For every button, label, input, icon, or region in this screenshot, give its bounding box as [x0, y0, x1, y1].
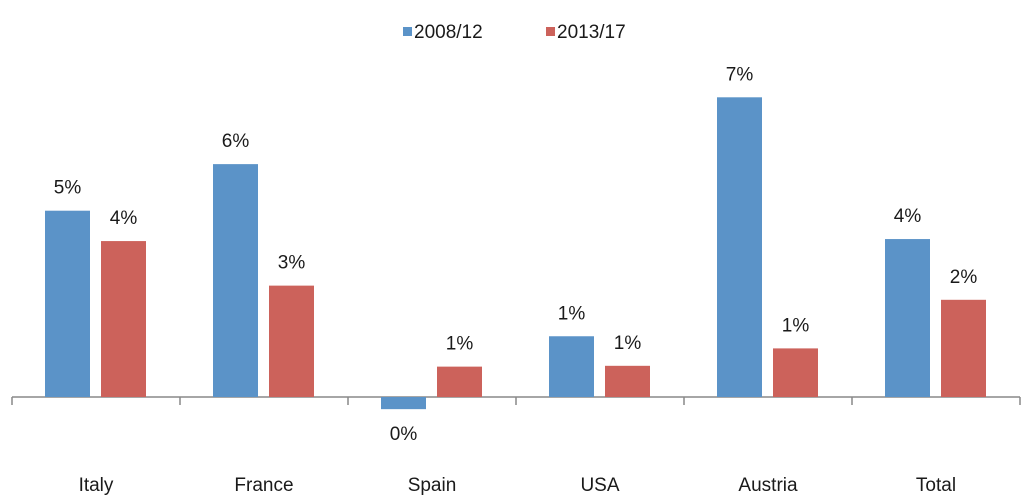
x-tick-label: USA	[580, 475, 619, 496]
value-label: 5%	[54, 178, 82, 199]
bar	[549, 336, 594, 397]
value-label: 4%	[894, 206, 922, 227]
bar	[773, 348, 818, 397]
legend-label: 2008/12	[414, 22, 483, 43]
x-tick-label: Spain	[408, 475, 457, 496]
bar	[45, 210, 90, 397]
value-label: 1%	[558, 303, 586, 324]
bar	[717, 97, 762, 398]
legend-label: 2013/17	[557, 22, 626, 43]
bar	[381, 397, 426, 410]
value-label: 3%	[278, 253, 306, 274]
value-label: 1%	[782, 315, 810, 336]
value-label: 0%	[390, 424, 418, 445]
bar	[213, 164, 258, 397]
value-label: 1%	[446, 334, 474, 355]
legend-swatch	[403, 27, 412, 36]
value-label: 4%	[110, 208, 138, 229]
x-tick-label: Austria	[738, 475, 798, 496]
bar	[885, 239, 930, 397]
bar	[437, 366, 482, 397]
value-label: 6%	[222, 131, 250, 152]
x-tick-label: France	[234, 475, 293, 496]
bar	[941, 299, 986, 397]
bar	[605, 365, 650, 397]
x-tick-label: Total	[916, 475, 956, 496]
bar	[269, 285, 314, 397]
x-tick-label: Italy	[79, 475, 114, 496]
bar	[101, 241, 146, 397]
legend-swatch	[546, 27, 555, 36]
value-label: 2%	[950, 267, 978, 288]
value-label: 1%	[614, 333, 642, 354]
value-label: 7%	[726, 64, 754, 85]
